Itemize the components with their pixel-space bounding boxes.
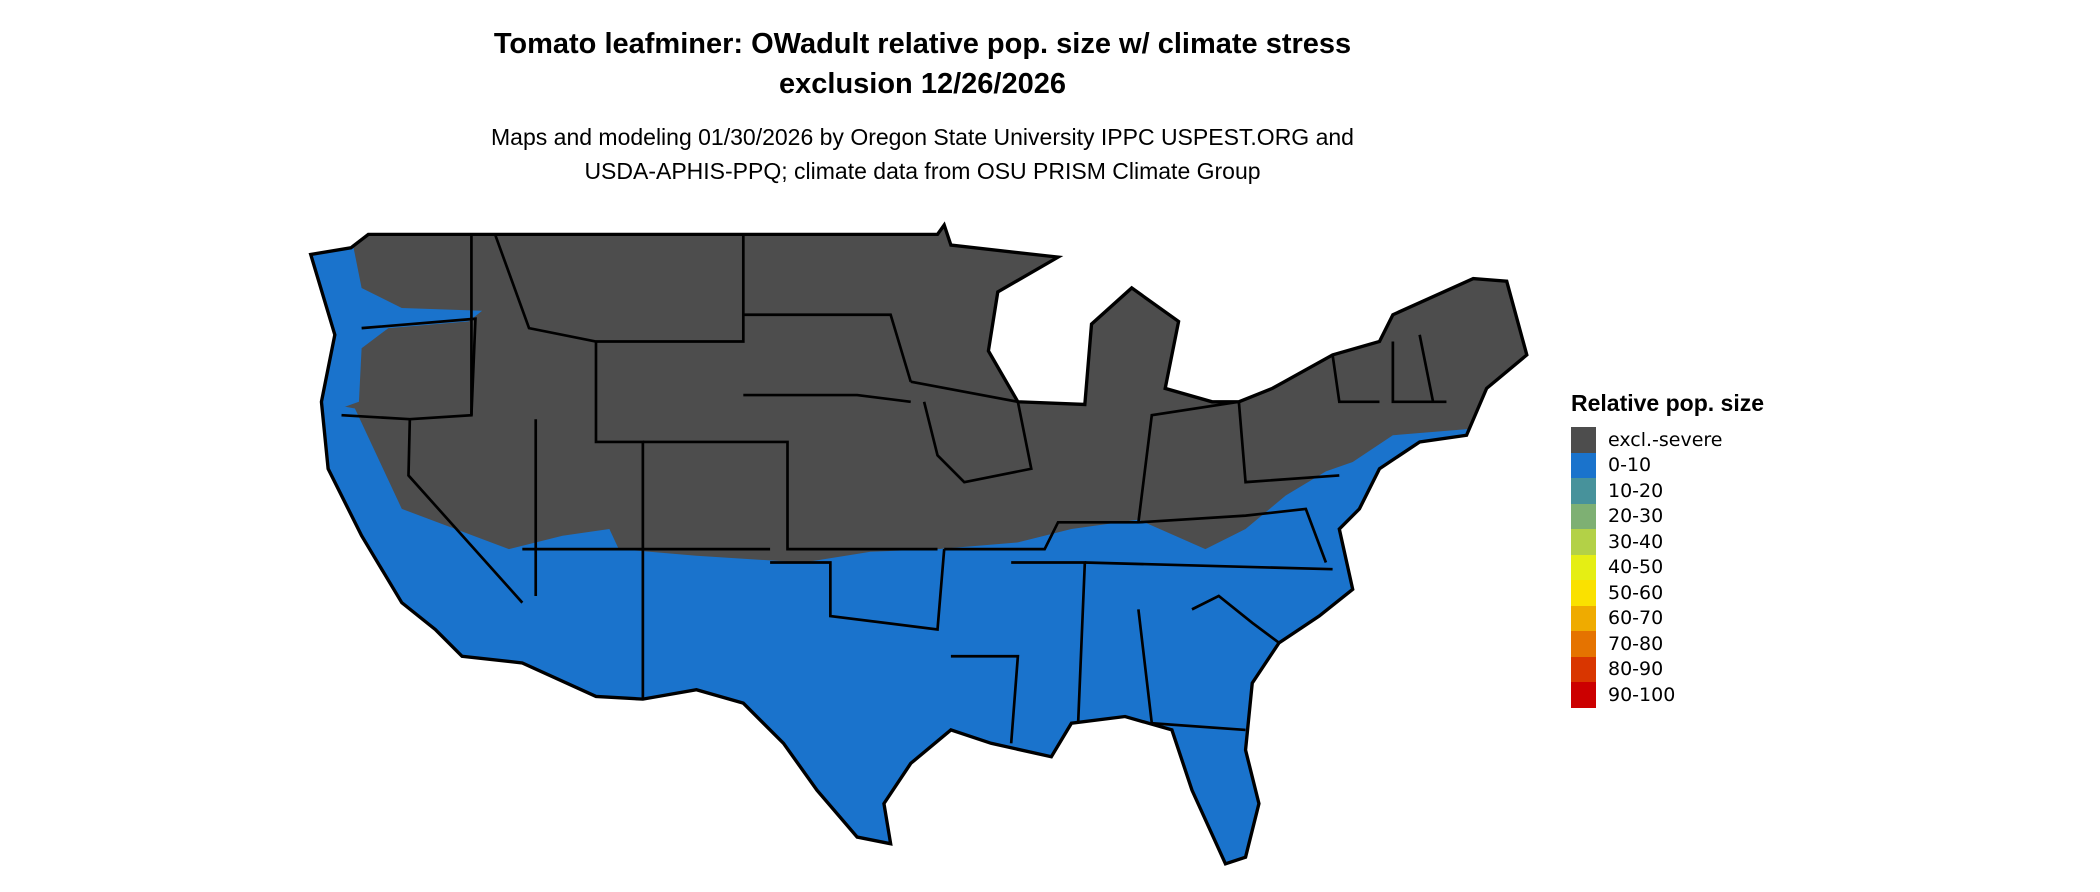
legend-label: 90-100 bbox=[1608, 683, 1676, 706]
legend-swatch bbox=[1571, 529, 1596, 555]
legend-label: 20-30 bbox=[1608, 505, 1664, 528]
legend-label: 10-20 bbox=[1608, 479, 1664, 502]
legend-label: excl.-severe bbox=[1608, 428, 1723, 451]
legend: Relative pop. size excl.-severe 0-10 10-… bbox=[1571, 390, 1764, 708]
state-border-line bbox=[770, 549, 946, 631]
subtitle-line-2: USDA-APHIS-PPQ; climate data from OSU PR… bbox=[584, 158, 1261, 184]
legend-swatch bbox=[1571, 554, 1596, 580]
legend-item: 70-80 bbox=[1571, 631, 1764, 657]
title-line-2: exclusion 12/26/2026 bbox=[779, 68, 1066, 100]
state-border-line bbox=[950, 654, 1020, 744]
us-border bbox=[308, 221, 1529, 866]
legend-label: 60-70 bbox=[1608, 607, 1664, 630]
legend-item: 30-40 bbox=[1571, 529, 1764, 555]
state-border-line bbox=[1137, 400, 1340, 523]
legend-label: 80-90 bbox=[1608, 658, 1664, 681]
legend-item: 0-10 bbox=[1571, 452, 1764, 478]
legend-swatch bbox=[1571, 580, 1596, 606]
legend-swatch bbox=[1571, 427, 1596, 453]
state-border-line bbox=[1191, 594, 1280, 644]
legend-label: 30-40 bbox=[1608, 530, 1664, 553]
state-border-line bbox=[1084, 561, 1333, 571]
legend-label: 70-80 bbox=[1608, 632, 1664, 655]
legend-item: 40-50 bbox=[1571, 554, 1764, 580]
legend-label: 50-60 bbox=[1608, 581, 1664, 604]
state-border-line bbox=[642, 440, 938, 551]
state-borders bbox=[341, 234, 1447, 744]
legend-item: 80-90 bbox=[1571, 656, 1764, 682]
state-border-line bbox=[743, 313, 913, 383]
legend-title: Relative pop. size bbox=[1571, 390, 1765, 416]
legend-swatch bbox=[1571, 656, 1596, 682]
title-line-1: Tomato leafminer: OWadult relative pop. … bbox=[493, 28, 1352, 60]
legend-item: 90-100 bbox=[1571, 682, 1764, 708]
legend-swatch bbox=[1571, 682, 1596, 708]
legend-swatch bbox=[1571, 478, 1596, 504]
legend-item: excl.-severe bbox=[1571, 427, 1764, 453]
state-border-line bbox=[594, 341, 645, 550]
state-border-line bbox=[743, 393, 911, 404]
legend-swatch bbox=[1571, 452, 1596, 478]
legend-swatch bbox=[1571, 605, 1596, 631]
legend-item: 20-30 bbox=[1571, 503, 1764, 529]
state-border-line bbox=[1137, 609, 1246, 732]
legend-item: 50-60 bbox=[1571, 580, 1764, 606]
legend-label: 40-50 bbox=[1608, 556, 1664, 579]
map-title: Tomato leafminer: OWadult relative pop. … bbox=[0, 24, 1845, 104]
subtitle-line-1: Maps and modeling 01/30/2026 by Oregon S… bbox=[491, 124, 1354, 150]
state-border-line bbox=[1331, 354, 1380, 404]
legend-label: 0-10 bbox=[1608, 454, 1652, 477]
map-subtitle: Maps and modeling 01/30/2026 by Oregon S… bbox=[0, 120, 1845, 188]
state-border-line bbox=[407, 419, 524, 604]
legend-item: 10-20 bbox=[1571, 478, 1764, 504]
legend-swatch bbox=[1571, 631, 1596, 657]
legend-swatch bbox=[1571, 503, 1596, 529]
state-border-line bbox=[494, 234, 745, 343]
state-border-line bbox=[1418, 334, 1435, 403]
legend-item: 60-70 bbox=[1571, 605, 1764, 631]
state-border-line bbox=[910, 380, 1033, 484]
state-border-line bbox=[1391, 341, 1447, 404]
